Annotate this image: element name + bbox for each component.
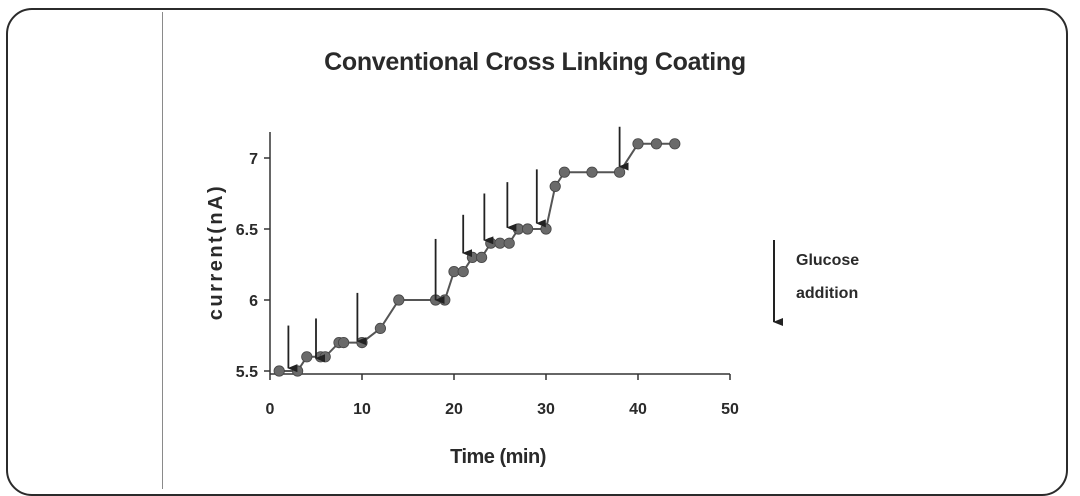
legend: Glucose addition [773,240,859,326]
data-point [586,166,598,178]
y-tick-label: 7 [249,151,258,168]
x-tick-label: 0 [266,401,275,418]
data-point [540,223,552,235]
data-point [301,351,313,363]
series-points [273,138,681,377]
x-tick-label: 30 [537,401,555,418]
y-tick-label: 5.5 [236,364,258,381]
data-point [558,166,571,178]
data-point [632,138,644,150]
y-ticks: 5.5 6 6.5 7 [236,151,270,381]
data-point [521,223,534,235]
axes [269,132,730,375]
data-point [291,365,304,377]
legend-label-line-2: addition [796,285,858,302]
data-point [374,322,386,334]
data-point [393,294,405,306]
x-tick-label: 20 [445,401,463,418]
data-point [475,251,488,263]
x-tick-label: 50 [721,401,739,418]
data-point [356,336,368,349]
data-point [439,294,451,306]
x-axis-label: Time (min) [450,446,546,468]
data-point [650,138,663,150]
legend-label-line-1: Glucose [796,252,859,269]
y-tick-label: 6.5 [236,222,258,239]
data-point [503,237,515,249]
glucose-arrows [287,126,629,373]
x-ticks: 0 10 20 30 40 50 [266,374,739,418]
data-point [273,365,285,377]
data-point [669,138,681,150]
chart-title: Conventional Cross Linking Coating [324,48,746,76]
slide-frame [6,8,1068,496]
data-point [337,336,350,349]
x-tick-label: 40 [629,401,647,418]
slide-left-rule [162,12,163,489]
data-point [549,180,561,192]
y-tick-label: 6 [249,293,258,310]
data-point [319,351,331,363]
y-axis-label: current(nA) [205,184,227,320]
data-point [457,265,469,278]
x-tick-label: 10 [353,401,371,418]
data-point [613,166,626,178]
